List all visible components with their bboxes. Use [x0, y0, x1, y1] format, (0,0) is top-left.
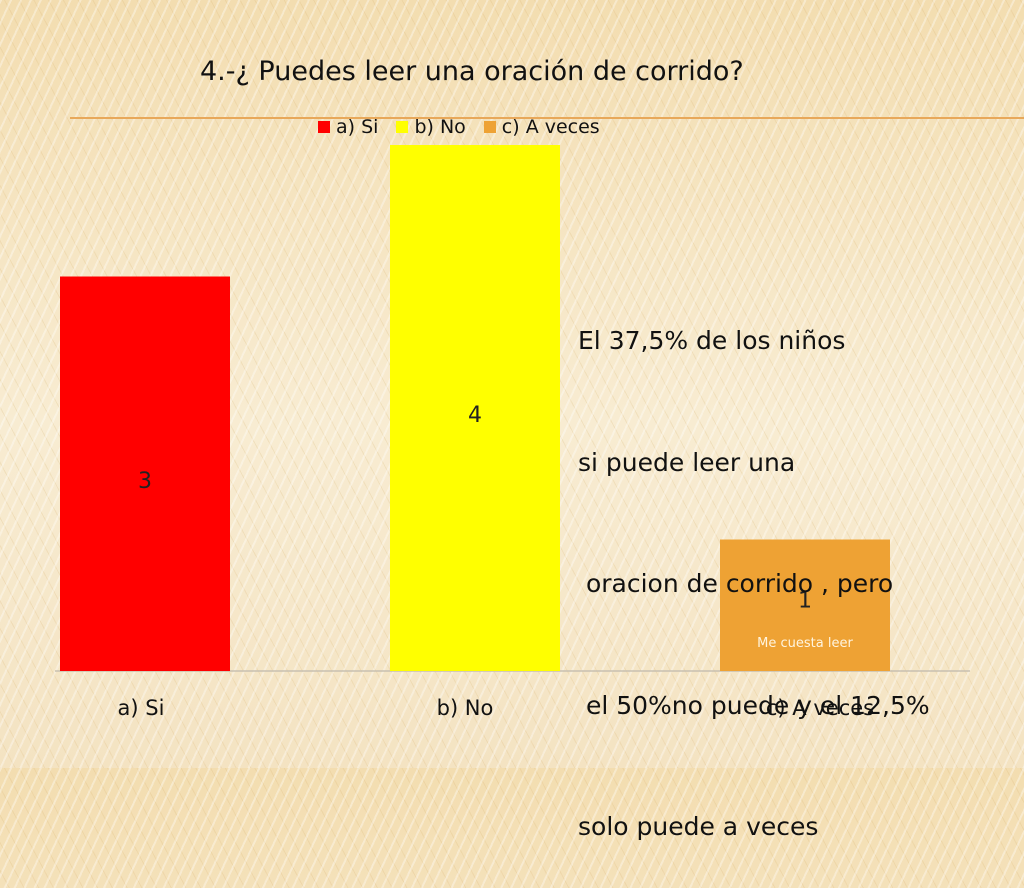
legend-swatch-si: [318, 121, 330, 133]
legend-label-no: b) No: [414, 116, 466, 138]
summary-note-line: si puede leer una: [578, 447, 796, 477]
title-divider-line: [70, 117, 1024, 119]
summary-note-line: solo puede a veces: [578, 812, 819, 841]
x-tick-label-no: b) No: [437, 696, 494, 720]
bar-chart: 3 a) Si 4 b) No 1 Me cuesta leer c) A veces: [55, 145, 970, 720]
summary-note-line: El 37,5% de los niños: [578, 326, 846, 355]
bar-no: [390, 145, 560, 671]
x-tick-label-si: a) Si: [118, 696, 165, 720]
bar-si: [60, 276, 230, 671]
summary-note-line: oracion de corrido , pero: [578, 569, 894, 598]
data-label-no: 4: [468, 403, 482, 428]
data-label-si: 3: [138, 469, 152, 494]
legend-item-a-veces: c) A veces: [483, 116, 600, 138]
data-label-a-veces: 1: [798, 588, 812, 613]
chart-title: 4.-¿ Puedes leer una oración de corrido?: [200, 56, 744, 87]
x-tick-label-a-veces: c) A veces: [766, 696, 874, 720]
legend-label-si: a) Si: [336, 116, 379, 138]
legend-swatch-no: [396, 121, 409, 133]
bar-a-veces: [720, 539, 890, 671]
legend-item-si: a) Si: [318, 116, 378, 138]
legend-label-a-veces: c) A veces: [501, 116, 600, 138]
legend-item-no: b) No: [396, 116, 466, 138]
summary-note-line: el 50%no puede y el 12,5%: [578, 690, 930, 720]
bar-annotation-a-veces: Me cuesta leer: [757, 636, 853, 651]
chart-legend: a) Si b) No c) A veces: [318, 114, 618, 140]
summary-note: El 37,5% de los niños si puede leer una …: [578, 240, 930, 888]
legend-swatch-a-veces: [483, 121, 496, 133]
